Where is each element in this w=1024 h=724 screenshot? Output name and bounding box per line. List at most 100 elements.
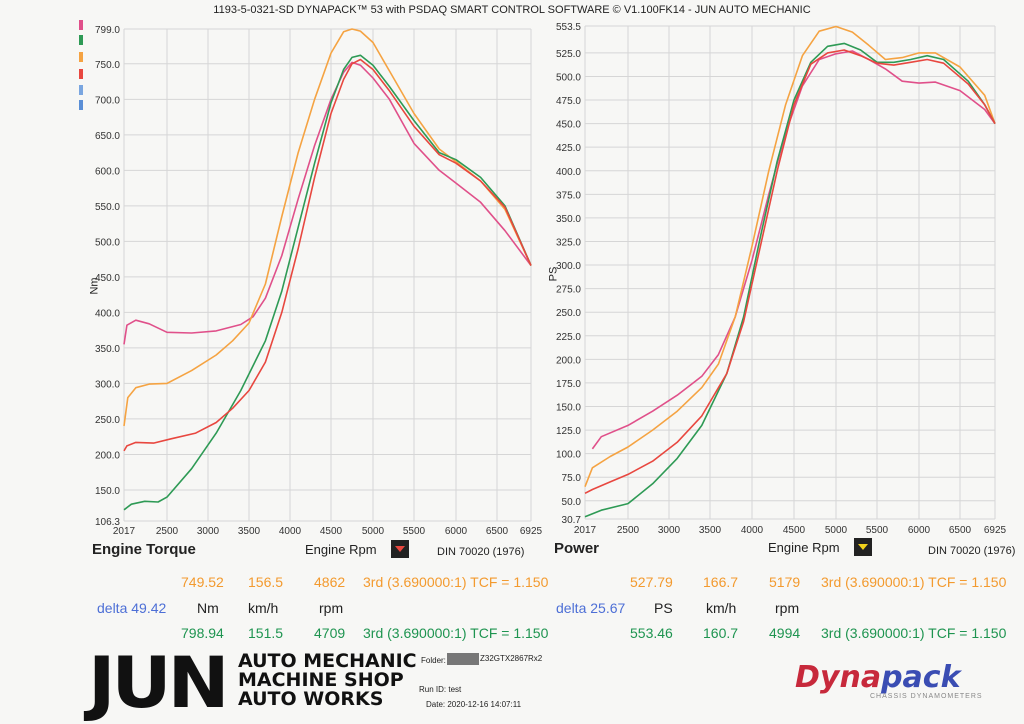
jun-logo-text: AUTO MECHANIC MACHINE SHOP AUTO WORKS <box>238 652 417 709</box>
jun-logo-line: AUTO MECHANIC <box>238 650 417 672</box>
power-readout-green-rpm: 4994 <box>769 625 801 641</box>
run-id: Run ID: test <box>419 685 462 694</box>
torque-unit-speed: km/h <box>248 600 279 616</box>
x-tick-label: 2017 <box>574 525 597 536</box>
y-tick-label: 799.0 <box>95 25 120 36</box>
y-tick-label: 325.0 <box>556 237 581 248</box>
jun-logo: JUN <box>88 642 230 724</box>
run-date: Date: 2020-12-16 14:07:11 <box>426 700 522 709</box>
legend-swatch <box>79 20 83 30</box>
power-xaxis-dropdown[interactable] <box>854 538 872 556</box>
x-tick-label: 6500 <box>486 526 509 537</box>
torque-readout-green-value: 798.94 <box>181 625 224 641</box>
jun-logo-line: MACHINE SHOP <box>238 669 404 691</box>
y-tick-label: 500.0 <box>95 237 120 248</box>
y-tick-label: 400.0 <box>556 167 581 178</box>
torque-xaxis-dropdown[interactable] <box>391 540 409 558</box>
series-line-green <box>584 42 996 518</box>
power-readout-green-speed: 160.7 <box>703 625 739 641</box>
brand-part-b: pack <box>881 660 961 695</box>
torque-readout-orange-gear: 3rd (3.690000:1) TCF = 1.150 <box>363 574 549 590</box>
series-line-pink <box>123 61 532 345</box>
x-tick-label: 6500 <box>949 525 972 536</box>
y-tick-label: 425.0 <box>556 143 581 154</box>
x-tick-label: 2017 <box>113 526 136 537</box>
power-readout-orange-gear: 3rd (3.690000:1) TCF = 1.150 <box>821 574 1007 590</box>
x-tick-label: 5000 <box>362 526 385 537</box>
torque-readout-orange-value: 749.52 <box>181 574 224 590</box>
torque-readout-green-speed: 151.5 <box>248 625 284 641</box>
x-tick-label: 4000 <box>741 525 764 536</box>
power-readout-orange-value: 527.79 <box>630 574 673 590</box>
y-tick-label: 106.3 <box>95 517 120 528</box>
power-title: Power <box>554 540 600 557</box>
x-tick-label: 6000 <box>908 525 931 536</box>
torque-readout-green-rpm: 4709 <box>314 625 346 641</box>
x-tick-label: 3500 <box>699 525 722 536</box>
triangle-down-icon <box>858 544 868 550</box>
x-tick-label: 5000 <box>825 525 848 536</box>
torque-readout-orange-rpm: 4862 <box>314 574 346 590</box>
x-tick-label: 6000 <box>445 526 468 537</box>
power-readout-orange-speed: 166.7 <box>703 574 739 590</box>
torque-delta: delta 49.42 <box>97 600 167 616</box>
x-tick-label: 3000 <box>658 525 681 536</box>
torque-ylabel: Nm <box>88 277 101 295</box>
x-tick-label: 4500 <box>783 525 806 536</box>
y-tick-label: 100.0 <box>556 450 581 461</box>
x-tick-label: 2500 <box>617 525 640 536</box>
power-xlabel: Engine Rpm <box>768 540 840 555</box>
power-unit-speed: km/h <box>706 600 737 616</box>
folder-label: Folder: <box>421 656 446 665</box>
legend-swatch <box>79 52 83 62</box>
y-tick-label: 450.0 <box>556 120 581 131</box>
y-tick-label: 475.0 <box>556 96 581 107</box>
legend-swatch <box>79 35 83 45</box>
x-tick-label: 2500 <box>156 526 179 537</box>
folder-value: Z32GTX2867Rx2 <box>480 654 543 663</box>
power-readout-green-gear: 3rd (3.690000:1) TCF = 1.150 <box>821 625 1007 641</box>
torque-unit-nm: Nm <box>197 600 219 616</box>
y-tick-label: 275.0 <box>556 285 581 296</box>
torque-title: Engine Torque <box>92 541 196 558</box>
y-tick-label: 150.0 <box>95 486 120 497</box>
torque-readout-green-gear: 3rd (3.690000:1) TCF = 1.150 <box>363 625 549 641</box>
power-readout-green-value: 553.46 <box>630 625 673 641</box>
y-tick-label: 250.0 <box>556 308 581 319</box>
torque-xlabel: Engine Rpm <box>305 542 377 557</box>
y-tick-label: 375.0 <box>556 190 581 201</box>
y-tick-label: 30.7 <box>562 515 582 526</box>
y-tick-label: 200.0 <box>556 355 581 366</box>
dynapack-logo: Dynapack <box>795 660 961 695</box>
y-tick-label: 175.0 <box>556 379 581 390</box>
torque-standard: DIN 70020 (1976) <box>437 546 525 558</box>
redacted-block <box>447 653 479 665</box>
report-header: 1193-5-0321-SD DYNAPACK™ 53 with PSDAQ S… <box>213 4 811 16</box>
power-readout-orange-rpm: 5179 <box>769 574 801 590</box>
y-tick-label: 500.0 <box>556 72 581 83</box>
y-tick-label: 450.0 <box>95 273 120 284</box>
y-tick-label: 200.0 <box>95 450 120 461</box>
power-unit-ps: PS <box>654 600 673 616</box>
y-tick-label: 350.0 <box>95 344 120 355</box>
x-tick-label: 5500 <box>403 526 426 537</box>
y-tick-label: 225.0 <box>556 332 581 343</box>
y-tick-label: 150.0 <box>556 403 581 414</box>
power-ylabel: PS <box>547 266 560 282</box>
x-tick-label: 4000 <box>279 526 302 537</box>
x-tick-label: 4500 <box>320 526 343 537</box>
y-tick-label: 125.0 <box>556 426 581 437</box>
x-tick-label: 5500 <box>866 525 889 536</box>
y-tick-label: 75.0 <box>562 473 582 484</box>
series-line-red <box>123 58 532 452</box>
dynapack-subtitle: CHASSIS DYNAMOMETERS <box>870 693 983 700</box>
x-tick-label: 3000 <box>197 526 220 537</box>
y-tick-label: 525.0 <box>556 49 581 60</box>
power-standard: DIN 70020 (1976) <box>928 545 1016 557</box>
y-tick-label: 300.0 <box>556 261 581 272</box>
y-tick-label: 50.0 <box>562 497 582 508</box>
triangle-down-icon <box>395 546 405 552</box>
legend-swatch <box>79 100 83 110</box>
x-tick-label: 3500 <box>238 526 261 537</box>
